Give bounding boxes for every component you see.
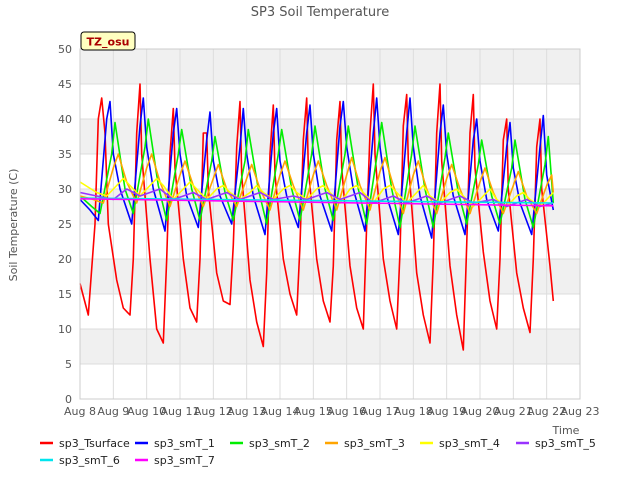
series-layer [79,83,555,351]
x-tick-label: Aug 17 [361,405,400,418]
background-band [80,154,580,189]
x-tick-label: Aug 16 [327,405,366,418]
x-tick-label: Aug 10 [127,405,166,418]
background-band [80,84,580,119]
x-tick-label: Aug 9 [97,405,129,418]
series-line-sp3_smT_4 [79,177,554,208]
y-tick-label: 40 [58,113,72,126]
y-tick-label: 35 [58,148,72,161]
legend-label-sp3_smT_3: sp3_smT_3 [344,437,405,450]
legend: sp3_Tsurface sp3_smT_1 sp3_smT_2 sp3_smT_3 s… [40,437,596,467]
legend-label-sp3_smT_5: sp3_smT_5 [535,437,596,450]
y-tick-label: 30 [58,183,72,196]
tz-annotation-label: TZ_osu [87,36,130,49]
x-tick-label: Aug 18 [394,405,433,418]
background-band [80,364,580,399]
background-bands [80,49,580,399]
chart-title: SP3 Soil Temperature [251,5,389,20]
tz-annotation: TZ_osu [80,31,136,51]
background-band [80,119,580,154]
background-band [80,259,580,294]
tz-annotation-box [80,31,136,51]
x-tick-label: Aug 8 [64,405,96,418]
series-line-sp3_smT_1 [79,97,555,239]
y-tick-label: 15 [58,288,72,301]
series-line-sp3_smT_2 [79,118,555,229]
x-axis-label: Time [552,424,580,437]
x-tick-label: Aug 19 [427,405,466,418]
x-tick-label: Aug 12 [194,405,233,418]
legend-label-sp3_smT_6: sp3_smT_6 [59,454,120,467]
x-tick-label: Aug 14 [261,405,300,418]
series-line-sp3_smT_6 [79,197,554,204]
x-tick-label: Aug 20 [461,405,500,418]
x-tick-label: Aug 15 [294,405,333,418]
y-tick-label: 45 [58,78,72,91]
y-tick-label: 5 [65,358,72,371]
legend-label-sp3_smT_7: sp3_smT_7 [154,454,215,467]
series-line-sp3_smT_7 [79,198,554,207]
y-axis-label: Soil Temperature (C) [7,169,20,282]
x-tick-label: Aug 21 [494,405,533,418]
axes [79,48,581,400]
x-tick-label: Aug 23 [561,405,600,418]
background-band [80,224,580,259]
y-tick-labels: 0 5 10 15 20 25 30 35 40 45 50 [58,43,72,406]
x-tick-label: Aug 22 [527,405,566,418]
x-tick-label: Aug 13 [227,405,266,418]
y-tick-label: 25 [58,218,72,231]
background-band [80,329,580,364]
y-tick-label: 50 [58,43,72,56]
y-tick-label: 0 [65,393,72,406]
legend-label-sp3_smT_2: sp3_smT_2 [249,437,310,450]
background-band [80,49,580,84]
plot-frame [79,48,581,400]
legend-label-sp3_Tsurface: sp3_Tsurface [59,437,130,450]
x-tick-label: Aug 11 [161,405,200,418]
series-line-sp3_smT_3 [79,153,555,215]
legend-label-sp3_smT_1: sp3_smT_1 [154,437,215,450]
y-tick-label: 20 [58,253,72,266]
y-tick-label: 10 [58,323,72,336]
legend-label-sp3_smT_4: sp3_smT_4 [439,437,500,450]
